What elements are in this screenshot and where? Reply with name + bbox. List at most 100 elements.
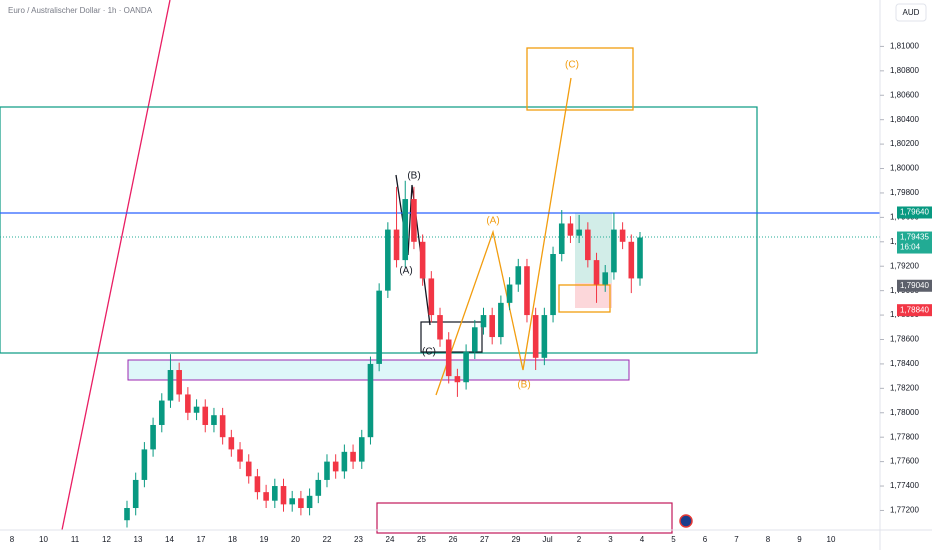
candle-body [289,498,296,505]
x-tick-label: 11 [71,535,80,544]
candle-body [524,266,530,316]
drawings [0,0,880,534]
x-tick-label: 6 [703,535,708,544]
candle-body [489,315,495,338]
candle-body [385,229,391,291]
x-tick-label: 23 [354,535,363,544]
candle-body [306,495,313,509]
price-tag [897,304,932,317]
candle-body [193,406,200,413]
x-tick-label: 26 [449,535,458,544]
candle-body [550,254,556,316]
price-axis [880,0,932,550]
candle-body [576,229,582,236]
candle-body [367,363,374,438]
candle-body [341,451,348,472]
x-tick-label: 17 [197,535,206,544]
candle-body [254,476,261,493]
candle-body [567,223,574,236]
price-tag [897,206,932,219]
x-tick-label: 22 [323,535,332,544]
zone-box [376,502,673,534]
stop-zone [575,283,612,308]
x-tick-label: 18 [228,535,237,544]
candle-body [211,415,217,425]
x-tick-label: 24 [386,535,395,544]
candle-body [324,461,330,480]
price-tag [897,231,932,254]
x-tick-label: 13 [134,535,143,544]
candle-body [628,241,635,279]
candle-body [619,229,626,242]
price-tag [897,279,932,292]
candle-body [585,229,591,261]
x-tick-label: 10 [827,535,836,544]
x-tick-label: 4 [640,535,645,544]
candle-body [298,498,304,509]
price-tag-label: 1,78840 [900,305,929,314]
event-flag[interactable] [679,514,693,528]
x-tick-label: 10 [39,535,48,544]
wave-label: (A) [399,266,412,277]
y-tick-label: 1,78000 [890,408,919,417]
candle-body [480,315,487,328]
chart-title: Euro / Australischer Dollar · 1h · OANDA [8,6,153,15]
x-tick-label: 5 [671,535,676,544]
candle-body [124,508,130,521]
candle-body [237,449,243,462]
y-tick-label: 1,79200 [890,261,919,270]
candle-body [437,315,443,340]
y-tick-label: 1,81000 [890,42,919,51]
wave-label: (A) [486,216,499,227]
y-tick-label: 1,80000 [890,164,919,173]
candle-body [541,315,548,358]
wave-label: (C) [422,347,436,358]
y-tick-label: 1,80800 [890,66,919,75]
candle-body [132,479,139,509]
candle-body [358,437,365,462]
candle-body [611,229,617,273]
candle-body [498,302,504,338]
y-tick-label: 1,77200 [890,506,919,515]
currency-button[interactable] [895,3,927,22]
candle-body [471,327,478,352]
candle-body [515,266,522,285]
annotations: (B) (A) (C) (A) (B) (C) [399,60,579,391]
wave-label: (C) [565,60,579,71]
candle-body [558,223,565,255]
x-tick-label: 8 [766,535,771,544]
candle-body [158,400,165,425]
currency[interactable]: AUD [903,8,920,17]
candle-body [245,461,252,477]
candle-body [419,241,426,279]
price-tag-label: 1,79640 [900,208,929,217]
y-tick-label: 1,80400 [890,115,919,124]
candle-body [506,284,513,303]
candles [124,180,643,528]
x-tick-label: 9 [797,535,802,544]
trend-line [61,0,171,531]
x-tick-label: 25 [417,535,426,544]
candle-body [350,451,356,462]
candle-body [593,260,600,285]
x-tick-label: 27 [480,535,489,544]
candle-body [176,370,182,395]
entry-box [558,284,611,313]
candle-body [141,449,148,480]
candle-body [219,415,226,438]
y-tick-label: 1,80600 [890,90,919,99]
candle-body [315,479,322,496]
candle-body [228,437,235,450]
y-tick-label: 1,77800 [890,432,919,441]
candle-body [463,351,469,383]
y-tick-label: 1,77400 [890,481,919,490]
x-tick-label: 7 [734,535,739,544]
y-tick-label: 1,79800 [890,188,919,197]
candle-body [428,278,435,316]
candle-body [150,424,156,450]
candle-body [272,486,278,501]
candle-body [280,486,287,505]
candle-body [411,199,417,242]
candle-body [637,237,643,279]
